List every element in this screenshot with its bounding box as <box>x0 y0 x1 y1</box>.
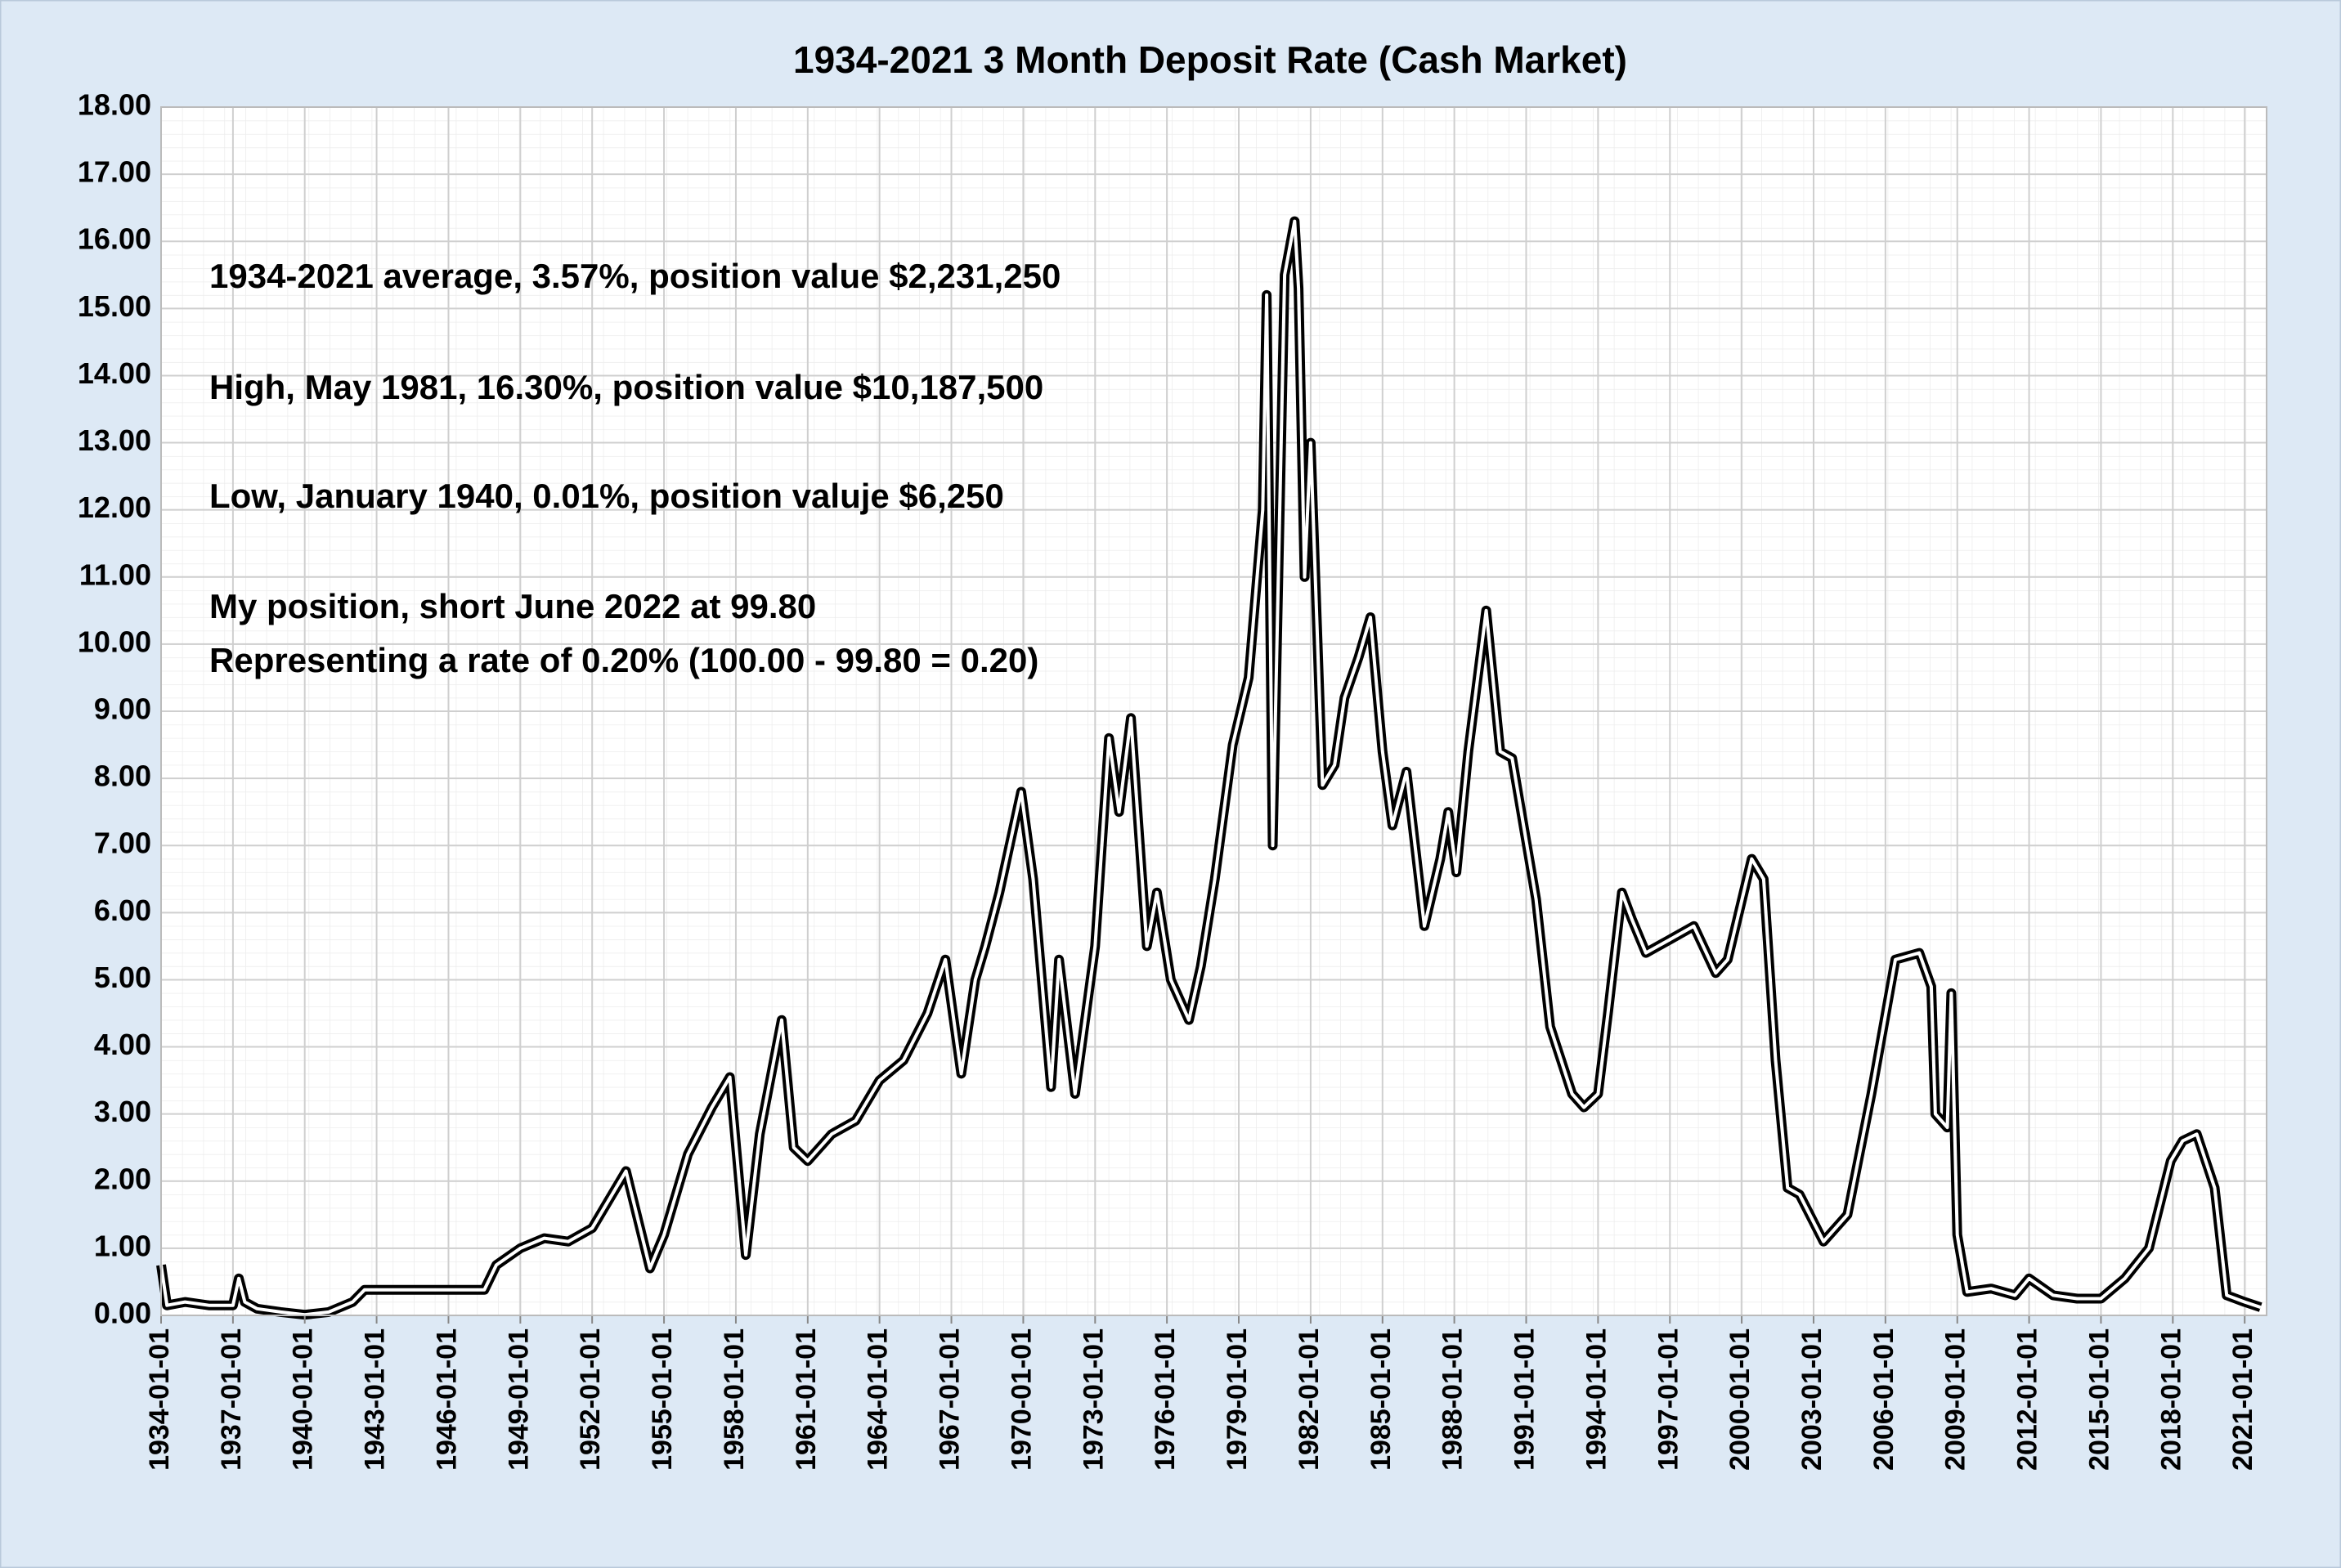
y-tick-label: 11.00 <box>79 558 151 591</box>
annotation: Low, January 1940, 0.01%, position valuj… <box>209 477 1004 515</box>
y-tick-label: 7.00 <box>94 827 151 860</box>
x-tick-label: 2003-01-01 <box>1796 1328 1828 1471</box>
y-tick-label: 14.00 <box>78 356 151 390</box>
line-inner <box>159 219 2262 1317</box>
x-tick-label: 1988-01-01 <box>1437 1328 1469 1471</box>
y-tick-label: 0.00 <box>94 1297 151 1330</box>
x-tick-label: 1949-01-01 <box>503 1328 534 1471</box>
y-tick-label: 8.00 <box>94 759 151 793</box>
y-tick-label: 6.00 <box>94 894 151 927</box>
x-tick-label: 1985-01-01 <box>1366 1328 1397 1471</box>
x-tick-label: 1934-01-01 <box>144 1328 175 1471</box>
x-tick-label: 2000-01-01 <box>1724 1328 1756 1471</box>
x-tick-label: 2021-01-01 <box>2227 1328 2258 1471</box>
x-tick-label: 1991-01-01 <box>1509 1328 1540 1471</box>
x-tick-label: 1943-01-01 <box>360 1328 391 1471</box>
y-tick-label: 1.00 <box>94 1229 151 1262</box>
y-tick-label: 2.00 <box>94 1162 151 1195</box>
x-tick-label: 1982-01-01 <box>1294 1328 1325 1471</box>
x-tick-label: 2018-01-01 <box>2155 1328 2186 1471</box>
x-tick-label: 1955-01-01 <box>647 1328 678 1471</box>
annotation: 1934-2021 average, 3.57%, position value… <box>209 257 1061 295</box>
y-tick-label: 9.00 <box>94 692 151 726</box>
y-tick-label: 18.00 <box>78 88 151 122</box>
y-tick-label: 3.00 <box>94 1095 151 1128</box>
x-tick-label: 1946-01-01 <box>431 1328 462 1471</box>
y-tick-label: 15.00 <box>78 289 151 323</box>
chart-title: 1934-2021 3 Month Deposit Rate (Cash Mar… <box>793 38 1627 81</box>
annotation: My position, short June 2022 at 99.80 <box>209 587 816 625</box>
x-tick-label: 1952-01-01 <box>575 1328 606 1471</box>
x-tick-label: 1997-01-01 <box>1653 1328 1684 1471</box>
x-tick-label: 1967-01-01 <box>935 1328 966 1471</box>
annotations: 1934-2021 average, 3.57%, position value… <box>209 257 1061 679</box>
x-tick-label: 1937-01-01 <box>216 1328 247 1471</box>
plot-border <box>160 106 2267 1316</box>
x-tick-label: 1973-01-01 <box>1078 1328 1109 1471</box>
x-tick-label: 2006-01-01 <box>1868 1328 1899 1471</box>
x-tick-label: 1970-01-01 <box>1006 1328 1037 1471</box>
y-tick-label: 16.00 <box>78 222 151 256</box>
y-tick-label: 5.00 <box>94 961 151 994</box>
y-tick-label: 10.00 <box>78 625 151 658</box>
x-tick-label: 1961-01-01 <box>791 1328 822 1471</box>
x-tick-label: 1994-01-01 <box>1581 1328 1612 1471</box>
annotation: Representing a rate of 0.20% (100.00 - 9… <box>209 641 1038 679</box>
x-tick-label: 1979-01-01 <box>1222 1328 1253 1471</box>
x-tick-label: 1958-01-01 <box>719 1328 750 1471</box>
x-tick-label: 2015-01-01 <box>2083 1328 2115 1471</box>
annotation: High, May 1981, 16.30%, position value $… <box>209 368 1043 406</box>
x-tick-label: 2012-01-01 <box>2012 1328 2043 1471</box>
y-tick-label: 4.00 <box>94 1028 151 1061</box>
x-tick-label: 1964-01-01 <box>863 1328 894 1471</box>
y-tick-label: 13.00 <box>78 423 151 457</box>
y-tick-label: 12.00 <box>78 491 151 524</box>
x-tick-label: 1976-01-01 <box>1150 1328 1181 1471</box>
x-tick-label: 1940-01-01 <box>288 1328 319 1471</box>
y-tick-label: 17.00 <box>78 155 151 189</box>
x-tick-label: 2009-01-01 <box>1940 1328 1971 1471</box>
